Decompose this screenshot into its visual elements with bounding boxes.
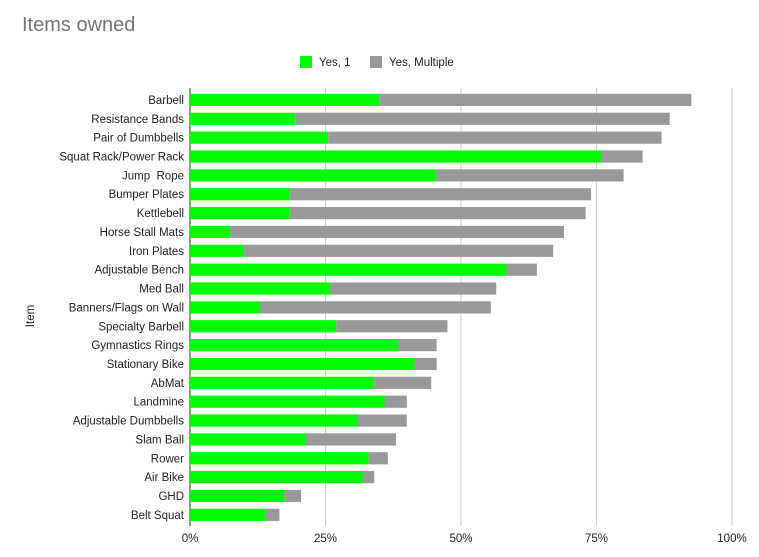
bar-segment-yes-multiple	[374, 376, 432, 389]
category-label: Bumper Plates	[109, 189, 185, 201]
bar-segment-yes-multiple	[385, 395, 407, 408]
bar-segment-yes-1	[190, 357, 415, 371]
category-label: Adjustable Dumbbells	[73, 416, 184, 428]
legend-swatch-yes-multiple	[370, 56, 382, 68]
category-label: Jump Rope	[122, 170, 184, 182]
bar-segment-yes-multiple	[265, 508, 280, 521]
x-tick-label: 0%	[182, 533, 199, 545]
legend-label-yes-1: Yes, 1	[319, 57, 351, 69]
bar-segment-yes-1	[190, 301, 261, 314]
category-label: Rower	[151, 453, 184, 465]
bar-segment-yes-multiple	[330, 282, 497, 295]
bar-segment-yes-multiple	[290, 206, 586, 220]
bar-segment-yes-1	[190, 489, 285, 503]
bar-segment-yes-multiple	[507, 263, 537, 276]
chart-title: Items owned	[22, 14, 135, 36]
bar-segment-yes-1	[190, 225, 231, 239]
category-labels: Barbell Resistance Bands Pair of Dumbbells…	[59, 95, 184, 522]
bar-segment-yes-1	[190, 244, 245, 257]
bar-segment-yes-1	[190, 414, 359, 427]
bar-segment-yes-1	[190, 150, 602, 163]
bar-segment-yes-1	[190, 376, 375, 389]
bar-segment-yes-multiple	[260, 301, 491, 314]
bar-segment-yes-multiple	[295, 112, 670, 125]
bar-segment-yes-1	[190, 452, 369, 465]
bar-segment-yes-multiple	[436, 169, 624, 182]
bar-segment-yes-multiple	[244, 244, 554, 257]
bar-segment-yes-multiple	[230, 225, 564, 239]
category-label: Adjustable Bench	[94, 265, 184, 277]
bar-segment-yes-1	[190, 395, 386, 408]
category-label: Slam Ball	[135, 434, 184, 446]
bar-segment-yes-1	[190, 169, 437, 182]
category-label: AbMat	[151, 378, 185, 390]
bar-segment-yes-1	[190, 263, 508, 276]
category-label: Barbell	[148, 95, 184, 107]
category-label: Med Ball	[139, 284, 184, 296]
category-label: Gymnastics Rings	[91, 340, 184, 352]
bar-segment-yes-multiple	[284, 489, 302, 503]
x-tick-labels: 0% 25% 50% 75% 100%	[182, 533, 747, 545]
legend: Yes, 1 Yes, Multiple	[300, 56, 454, 69]
bar-segment-yes-multiple	[601, 150, 643, 163]
x-tick-label: 100%	[717, 533, 746, 545]
bar-segment-yes-1	[190, 112, 296, 125]
bar-segment-yes-1	[190, 320, 337, 333]
legend-swatch-yes-1	[300, 56, 312, 68]
x-tick-label: 50%	[449, 533, 472, 545]
category-label: Iron Plates	[129, 246, 184, 258]
bar-segment-yes-1	[190, 471, 364, 484]
bar-segment-yes-multiple	[328, 131, 662, 144]
bar-segment-yes-1	[190, 282, 331, 295]
category-label: Resistance Bands	[91, 114, 184, 126]
bar-segment-yes-multiple	[363, 471, 375, 484]
bar-segment-yes-1	[190, 433, 307, 446]
category-label: GHD	[158, 491, 184, 503]
x-tick-label: 75%	[585, 533, 608, 545]
category-label: Belt Squat	[131, 510, 185, 522]
category-label: Stationary Bike	[107, 359, 184, 371]
bar-segment-yes-1	[190, 206, 291, 220]
category-label: Specialty Barbell	[98, 321, 184, 333]
bar-segment-yes-1	[190, 339, 399, 352]
category-label: Landmine	[133, 397, 184, 409]
category-label: Air Bike	[144, 472, 184, 484]
x-tick-label: 25%	[314, 533, 337, 545]
y-axis-label: Item	[25, 305, 37, 327]
category-label: Banners/Flags on Wall	[69, 302, 184, 314]
category-label: Pair of Dumbbells	[93, 133, 184, 145]
bar-segment-yes-1	[190, 93, 380, 107]
category-label: Squat Rack/Power Rack	[59, 152, 184, 164]
bar-segment-yes-1	[190, 131, 329, 144]
bar-segment-yes-1	[190, 188, 291, 201]
bar-segment-yes-1	[190, 508, 266, 521]
bars	[190, 93, 692, 521]
bar-segment-yes-multiple	[290, 188, 592, 201]
bar-segment-yes-multiple	[414, 357, 437, 371]
category-label: Kettlebell	[137, 208, 184, 220]
bar-segment-yes-multiple	[358, 414, 407, 427]
bar-segment-yes-multiple	[368, 452, 388, 465]
bar-segment-yes-multiple	[306, 433, 396, 446]
legend-label-yes-multiple: Yes, Multiple	[389, 57, 454, 69]
bar-segment-yes-multiple	[336, 320, 448, 333]
bar-segment-yes-multiple	[398, 339, 437, 352]
category-label: Horse Stall Mats	[100, 227, 185, 239]
bar-segment-yes-multiple	[379, 93, 692, 107]
